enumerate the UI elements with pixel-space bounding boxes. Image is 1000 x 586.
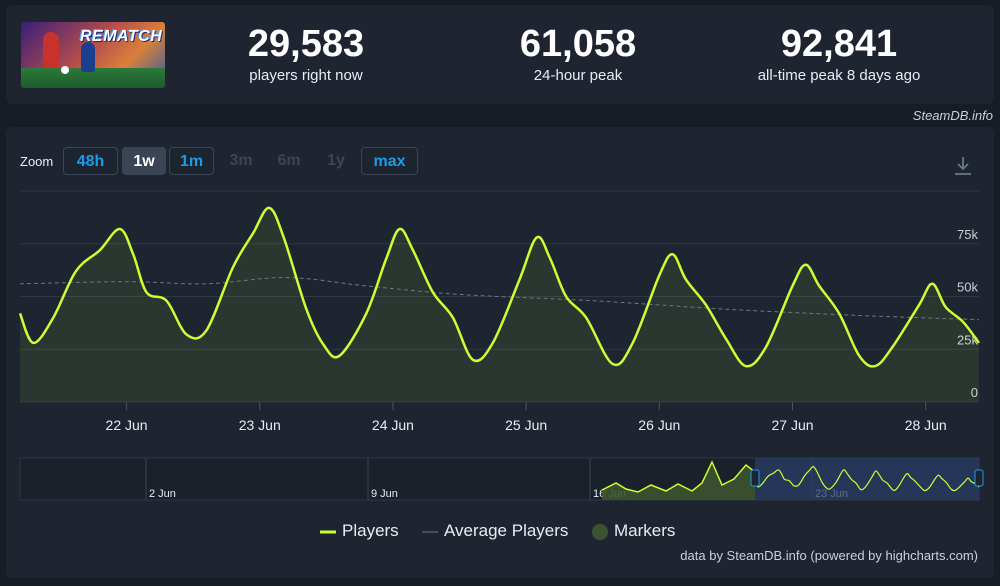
zoom-label: Zoom (20, 154, 54, 169)
players-area (20, 207, 979, 402)
players-line (18, 206, 980, 368)
stat-label: 24-hour peak (533, 67, 623, 84)
legend-label: Average Players (444, 521, 569, 540)
y-tick-label: 0 (971, 385, 978, 400)
zoom-6m-button[interactable]: 6m (277, 152, 301, 169)
legend-label: Players (342, 521, 399, 540)
x-tick-label: 27 Jun (772, 417, 814, 433)
navigator-tick-label: 2 Jun (149, 488, 176, 500)
x-tick-label: 22 Jun (106, 417, 148, 433)
zoom-1w-button[interactable]: 1w (122, 147, 166, 175)
x-tick-label: 25 Jun (505, 417, 547, 433)
average-legend-swatch (422, 531, 438, 533)
legend-average-players[interactable]: Average Players (422, 521, 568, 541)
stat-value: 61,058 (519, 23, 637, 65)
zoom-1y-button[interactable]: 1y (327, 152, 345, 169)
y-tick-label: 75k (957, 227, 978, 242)
download-icon[interactable] (953, 155, 973, 177)
stat-players-now: 29,583 players right now (206, 24, 406, 84)
stat-value: 92,841 (780, 23, 898, 65)
x-tick-label: 23 Jun (239, 417, 281, 433)
zoom-48h-button[interactable]: 48h (63, 147, 118, 175)
stat-value: 29,583 (247, 23, 365, 65)
x-tick-label: 26 Jun (638, 417, 680, 433)
chart-panel: Zoom 48h 1w 1m 3m 6m 1y max 0 25k 50k 75k 2… (6, 127, 994, 578)
stat-label: players right now (249, 67, 363, 84)
legend-players[interactable]: Players (320, 521, 399, 541)
markers-legend-swatch (592, 523, 608, 540)
y-tick-label: 50k (957, 280, 978, 295)
average-players-line (19, 276, 980, 321)
legend-markers[interactable]: Markers (592, 521, 675, 541)
navigator-tick-label: 9 Jun (371, 488, 398, 500)
game-logo[interactable]: REMATCH (21, 22, 165, 88)
navigator-left-handle[interactable] (750, 469, 760, 487)
steamdb-attribution[interactable]: SteamDB.info (912, 108, 993, 123)
navigator-right-handle[interactable] (974, 469, 984, 487)
navigator-line (601, 460, 756, 493)
legend-label: Markers (614, 521, 676, 540)
navigator-selection[interactable] (755, 458, 979, 500)
stat-24h-peak: 61,058 24-hour peak (478, 24, 678, 84)
navigator-area (602, 462, 755, 500)
stat-all-time-peak: 92,841 all-time peak 8 days ago (739, 24, 939, 84)
x-tick-label: 28 Jun (905, 417, 947, 433)
zoom-1m-button[interactable]: 1m (169, 147, 214, 175)
x-tick-label: 24 Jun (372, 417, 414, 433)
stats-panel: REMATCH 29,583 players right now 61,058 … (6, 5, 994, 104)
navigator-selection-line (754, 466, 980, 492)
players-legend-swatch (320, 530, 336, 534)
zoom-3m-button[interactable]: 3m (229, 152, 253, 169)
zoom-max-button[interactable]: max (361, 147, 418, 175)
stat-label: all-time peak 8 days ago (757, 67, 921, 84)
game-logo-text: REMATCH (80, 28, 163, 45)
footer-attribution[interactable]: data by SteamDB.info (powered by highcha… (680, 548, 978, 563)
